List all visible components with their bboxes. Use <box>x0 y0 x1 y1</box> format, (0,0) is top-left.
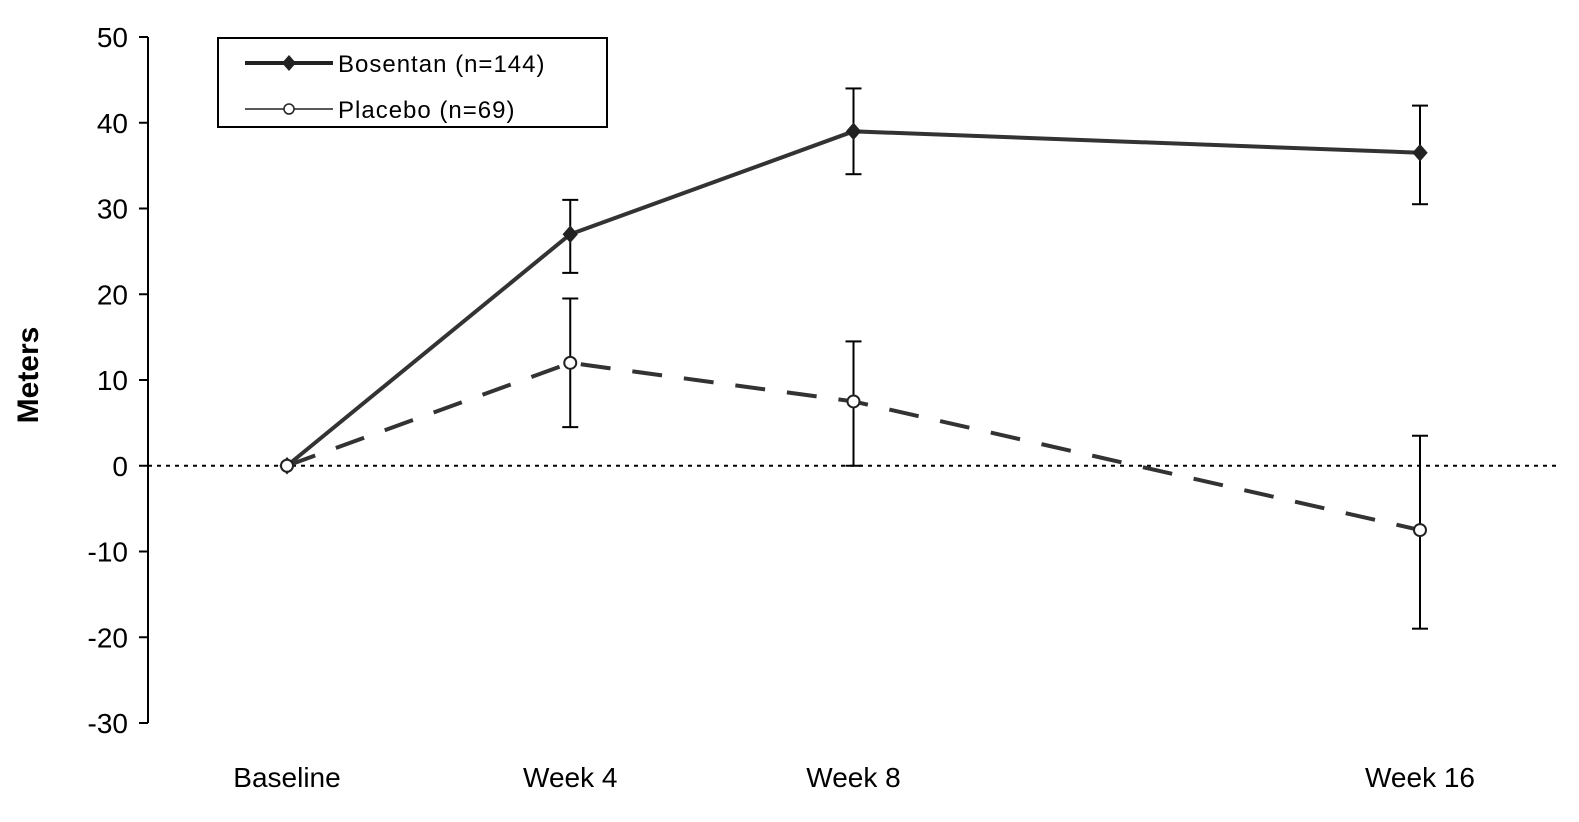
x-axis: Baseline Week 4 Week 8 Week 16 <box>233 762 1475 793</box>
series-line <box>286 360 1421 533</box>
x-tick-label: Week 8 <box>806 762 900 793</box>
x-tick-label: Baseline <box>233 762 340 793</box>
legend-box <box>217 37 608 128</box>
y-tick-label: 10 <box>97 365 128 396</box>
legend-label: Placebo (n=69) <box>338 97 515 124</box>
y-tick-label: 30 <box>97 194 128 225</box>
y-tick-label: -10 <box>88 537 128 568</box>
data-point <box>845 122 862 141</box>
y-tick-label: 20 <box>97 279 128 310</box>
legend-label: Bosentan (n=144) <box>338 51 545 78</box>
y-tick-label: 50 <box>97 22 128 53</box>
legend: Bosentan (n=144) Placebo (n=69) <box>217 37 608 128</box>
data-point <box>1412 144 1428 162</box>
data-point <box>563 355 578 370</box>
y-tick-label: 40 <box>97 108 128 139</box>
y-tick-label: -30 <box>88 708 128 739</box>
legend-item: Bosentan (n=144) <box>245 51 545 78</box>
data-point <box>562 225 578 243</box>
legend-swatch-marker <box>283 103 295 115</box>
y-axis: 50 40 30 20 10 0 -10 -20 -30 <box>88 22 149 739</box>
data-point <box>280 458 294 473</box>
series-placebo <box>280 297 1428 630</box>
x-tick-label: Week 4 <box>523 762 617 793</box>
data-point <box>1413 523 1427 538</box>
y-axis-title: Meters <box>12 327 45 424</box>
x-tick-label: Week 16 <box>1365 762 1475 793</box>
legend-item: Placebo (n=69) <box>245 97 515 124</box>
legend-swatch-marker <box>282 55 296 71</box>
series-layer <box>279 87 1428 630</box>
y-tick-label: -20 <box>88 622 128 653</box>
y-tick-label: 0 <box>112 451 128 482</box>
data-point <box>846 394 861 409</box>
series-line <box>285 129 1421 468</box>
